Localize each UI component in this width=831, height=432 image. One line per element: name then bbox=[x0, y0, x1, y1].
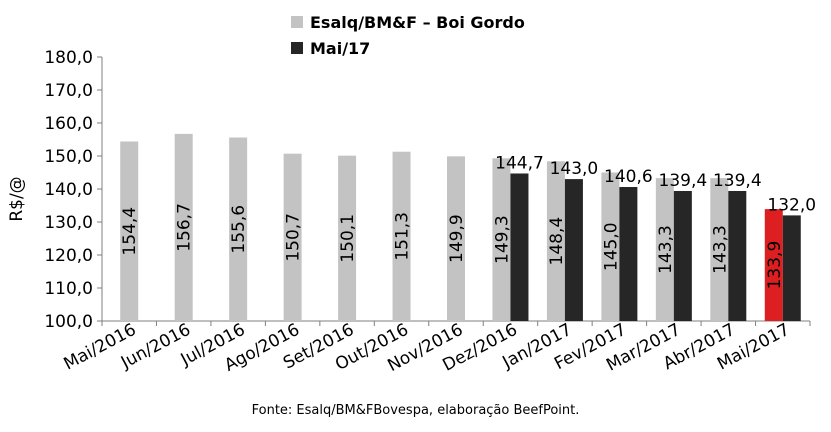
bar-boi-gordo bbox=[492, 158, 511, 321]
bar-boi-gordo bbox=[174, 133, 193, 321]
bar-boi-gordo-label: 154,4 bbox=[120, 207, 140, 256]
bar-mai17 bbox=[619, 187, 638, 321]
legend-swatch-mai17 bbox=[291, 42, 303, 54]
y-tick-label: 180,0 bbox=[44, 48, 93, 68]
bar-boi-gordo bbox=[655, 178, 674, 321]
bar-boi-gordo bbox=[447, 156, 465, 321]
bar-chart: 100,0 110,0 120,0 130,0 140,0 150,0 160,0 170,0… bbox=[7, 13, 816, 376]
bar-mai17-label: 139,4 bbox=[713, 171, 762, 191]
legend-swatch-boi-gordo bbox=[291, 16, 303, 28]
y-tick-label: 160,0 bbox=[44, 114, 93, 134]
legend-label-boi-gordo: Esalq/BM&F – Boi Gordo bbox=[310, 13, 525, 32]
bar-mai17-label: 143,0 bbox=[550, 159, 599, 179]
bar-boi-gordo bbox=[601, 172, 620, 321]
y-axis-title: R$/@ bbox=[7, 176, 27, 221]
y-tick-label: 120,0 bbox=[44, 246, 93, 266]
bar-boi-gordo bbox=[392, 151, 411, 321]
bar-boi-gordo bbox=[283, 153, 302, 321]
y-tick-label: 140,0 bbox=[44, 180, 93, 200]
bar-boi-gordo-label: 133,9 bbox=[765, 241, 785, 290]
bar-mai17-label: 144,7 bbox=[495, 153, 544, 173]
bar-mai17 bbox=[673, 190, 692, 321]
bar-mai17 bbox=[728, 190, 747, 321]
bar-mai17-label: 140,6 bbox=[604, 167, 653, 187]
bar-boi-gordo bbox=[229, 137, 248, 321]
y-tick-label: 100,0 bbox=[44, 312, 93, 332]
y-tick-label: 130,0 bbox=[44, 213, 93, 233]
legend-label-mai17: Mai/17 bbox=[310, 39, 370, 58]
bar-boi-gordo bbox=[710, 178, 729, 321]
y-tick-label: 150,0 bbox=[44, 147, 93, 167]
bar-mai17 bbox=[782, 215, 801, 321]
source-note: Fonte: Esalq/BM&FBovespa, elaboração Bee… bbox=[251, 403, 580, 418]
y-tick-label: 170,0 bbox=[44, 81, 93, 101]
bar-boi-gordo-label: 143,3 bbox=[710, 225, 730, 274]
bar-boi-gordo bbox=[120, 141, 139, 321]
bar-mai17-label: 132,0 bbox=[767, 195, 816, 215]
bar-boi-gordo-label: 150,1 bbox=[338, 214, 358, 263]
bar-boi-gordo-label: 151,3 bbox=[393, 212, 413, 261]
bar-boi-gordo-label: 145,0 bbox=[601, 222, 621, 271]
bar-mai17 bbox=[510, 173, 529, 321]
bar-boi-gordo-label: 156,7 bbox=[175, 203, 195, 252]
y-tick-label: 110,0 bbox=[44, 279, 93, 299]
bar-boi-gordo-label: 148,4 bbox=[547, 217, 567, 266]
bar-boi-gordo-label: 143,3 bbox=[656, 225, 676, 274]
bar-boi-gordo-label: 149,9 bbox=[447, 214, 467, 263]
bar-mai17-label: 139,4 bbox=[659, 171, 708, 191]
bar-boi-gordo bbox=[338, 155, 357, 321]
bar-mai17 bbox=[564, 179, 583, 321]
bar-boi-gordo bbox=[764, 209, 783, 321]
bar-boi-gordo-label: 150,7 bbox=[284, 213, 304, 262]
bar-boi-gordo-label: 149,3 bbox=[492, 215, 512, 264]
bar-boi-gordo bbox=[546, 161, 565, 321]
bar-boi-gordo-label: 155,6 bbox=[229, 205, 249, 254]
